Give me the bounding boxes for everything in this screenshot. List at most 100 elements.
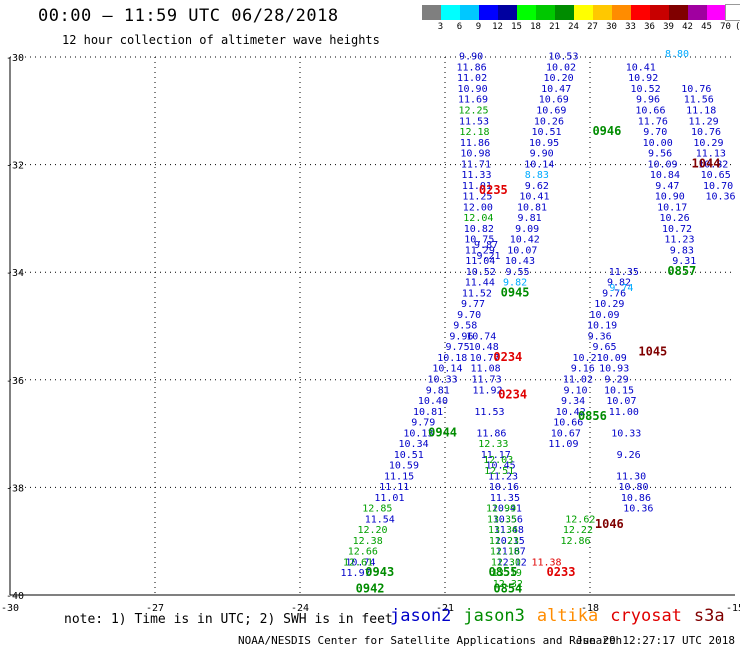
wave-height-jason2: 9.29 (605, 374, 629, 385)
wave-height-jason2: 11.97 (341, 568, 371, 579)
wave-height-jason2: 9.62 (525, 181, 549, 192)
wave-height-jason2: 10.86 (621, 493, 651, 504)
wave-height-jason3: 12.51 (484, 466, 514, 477)
wave-height-jason2: 11.04 (465, 256, 495, 267)
pass-time-label: 1045 (638, 345, 667, 359)
color-scale-label: 36 (644, 22, 655, 32)
wave-height-jason2: 9.21 (476, 251, 500, 262)
pass-time-label: 0943 (365, 565, 394, 579)
wave-height-jason2: 10.53 (548, 52, 578, 63)
wave-height-jason2: 10.69 (539, 95, 569, 106)
wave-height-jason2: 10.80 (618, 482, 648, 493)
y-tick-label: -36 (6, 376, 24, 387)
wave-height-jason2: 9.96 (449, 331, 473, 342)
wave-height-jason3: 12.85 (362, 504, 392, 515)
wave-height-jason2: 10.40 (418, 396, 448, 407)
wave-height-jason2: 10.74 (345, 557, 375, 568)
x-tick-label: -24 (291, 603, 309, 614)
wave-height-jason2: 11.01 (374, 493, 404, 504)
wave-height-jason2: 10.51 (531, 127, 561, 138)
wave-height-jason2: 10.82 (464, 224, 494, 235)
wave-height-jason3: 12.23 (489, 536, 519, 547)
x-tick-label: -27 (146, 603, 164, 614)
color-scale-label: (ft) (735, 22, 740, 32)
wave-height-jason3: 12.18 (459, 127, 489, 138)
pass-time-label: 0945 (501, 285, 530, 299)
wave-height-jason2: 10.70 (703, 181, 733, 192)
pass-time-label: 0944 (428, 425, 457, 439)
wave-height-jason2: 9.81 (426, 385, 450, 396)
wave-height-jason2: 10.56 (493, 514, 523, 525)
wave-height-jason2: 10.98 (460, 149, 490, 160)
color-scale-swatch (650, 5, 669, 20)
wave-height-jason2: 10.90 (655, 192, 685, 203)
wave-height-jason3: 13.35 (487, 514, 517, 525)
wave-height-jason2: 10.33 (428, 374, 458, 385)
wave-height-jason2: 9.56 (648, 149, 672, 160)
wave-height-jason2: 10.59 (389, 461, 419, 472)
wave-height-jason2: 10.47 (541, 84, 571, 95)
wave-height-jason2: 10.41 (519, 192, 549, 203)
wave-height-jason3: 13.36 (488, 525, 518, 536)
wave-height-jason2: 10.09 (589, 310, 619, 321)
pass-time-label: 0235 (479, 183, 508, 197)
wave-height-jason2: 11.53 (474, 407, 504, 418)
satellite-legend-altika: altika (536, 606, 599, 626)
satellite-legend-jason3: jason3 (463, 606, 525, 626)
wave-height-jason2: 10.93 (599, 364, 629, 375)
chart-title: 00:00 – 11:59 UTC 06/28/2018 (38, 6, 339, 26)
wave-height-jason2: 11.29 (689, 116, 719, 127)
wave-height-jason3: 12.03 (483, 455, 513, 466)
wave-height-jason2: 11.52 (462, 288, 492, 299)
color-scale-label: 6 (456, 22, 463, 32)
wave-height-jason2: 10.15 (604, 385, 634, 396)
pass-time-label: 1044 (692, 156, 721, 170)
x-tick-label: -30 (1, 603, 19, 614)
color-scale-swatch (574, 5, 593, 20)
color-scale-label: 45 (701, 22, 712, 32)
color-scale-swatch (725, 4, 740, 21)
pass-time-label: 0857 (667, 264, 696, 278)
wave-height-jason2: 9.87 (474, 240, 498, 251)
wave-height-jason2: 11.18 (686, 105, 716, 116)
wave-height-jason2: 9.75 (446, 342, 470, 353)
wave-height-jason2: 11.25 (462, 192, 492, 203)
y-tick-label: -34 (6, 268, 24, 279)
wave-height-jason2: 10.00 (643, 138, 673, 149)
color-scale-swatch (593, 5, 612, 20)
wave-height-jason2: 10.13 (403, 428, 433, 439)
wave-height-jason2: 10.76 (681, 84, 711, 95)
wave-height-jason2: 11.00 (609, 407, 639, 418)
pass-time-label: 0854 (493, 581, 522, 595)
wave-height-cryosat: 11.38 (531, 557, 561, 568)
color-scale-swatch (555, 5, 574, 20)
wave-height-jason2: 11.11 (379, 482, 409, 493)
color-scale-swatch (479, 5, 498, 20)
wave-height-jason2: 9.10 (563, 385, 587, 396)
wave-height-jason2: 10.43 (505, 256, 535, 267)
wave-height-jason3: 12.25 (458, 105, 488, 116)
wave-height-jason2: 9.65 (592, 342, 616, 353)
y-tick-label: -40 (6, 591, 24, 602)
wave-height-jason3: 13.19 (492, 568, 522, 579)
wave-height-jason2: 9.81 (518, 213, 542, 224)
color-scale-label: 30 (606, 22, 617, 32)
pass-time-label: 0855 (489, 565, 518, 579)
wave-height-jason3: 12.22 (563, 525, 593, 536)
satellite-legend-cryosat: cryosat (610, 606, 682, 626)
wave-height-jason2: 11.56 (684, 95, 714, 106)
pass-time-label: 0234 (498, 388, 527, 402)
color-scale-swatch (707, 5, 726, 20)
wave-height-jason3: 12.61 (343, 557, 373, 568)
wave-height-jason2: 9.79 (411, 418, 435, 429)
wave-height-jason2: 12.12 (497, 557, 527, 568)
color-scale-label: 18 (530, 22, 541, 32)
wave-height-jason2: 10.75 (464, 235, 494, 246)
wave-height-jason2: 10.34 (399, 439, 429, 450)
footnote: note: 1) Time is in UTC; 2) SWH is in fe… (64, 612, 393, 627)
wave-height-jason2: 10.15 (495, 536, 525, 547)
wave-height-jason2: 10.18 (437, 353, 467, 364)
wave-height-jason2: 10.81 (517, 202, 547, 213)
wave-height-jason3: 12.66 (348, 547, 378, 558)
